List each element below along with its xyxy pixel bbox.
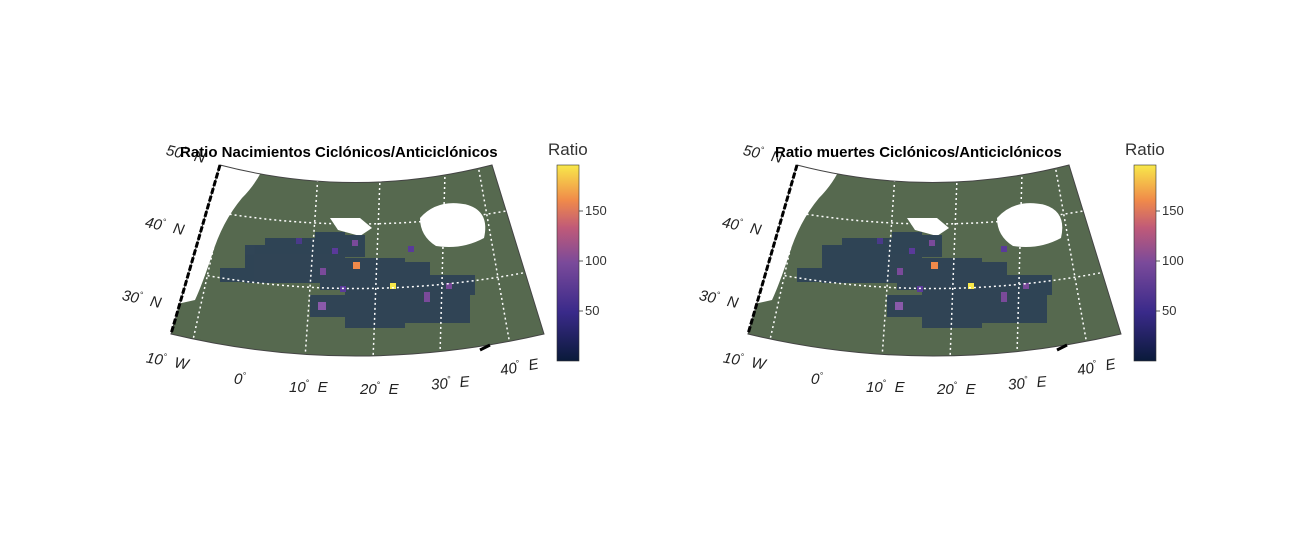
colorbar-tick-label: 50: [1162, 303, 1177, 318]
frame-corner: [1056, 343, 1068, 352]
sea-cells: [797, 232, 1052, 328]
lon-label: 30° E: [1007, 373, 1048, 394]
colorbar-tick-label: 100: [1162, 253, 1184, 268]
lon-label: 30° E: [430, 373, 471, 394]
adriatic-sea: [330, 218, 372, 236]
lon-label: 10° E: [866, 378, 905, 396]
lon-label: 10° E: [289, 378, 328, 396]
colorbar-tick-label: 100: [585, 253, 607, 268]
frame-corner: [479, 343, 491, 352]
colorbar-title: Ratio: [548, 140, 588, 159]
frame-edge: [169, 164, 222, 335]
panel-title: Ratio Nacimientos Ciclónicos/Anticiclóni…: [180, 144, 498, 161]
colorbar: [1133, 164, 1157, 362]
map-panel-deaths: Ratio muertes Ciclónicos/Anticiclónicos …: [577, 0, 1233, 547]
map-panel-births: Ratio Nacimientos Ciclónicos/Anticiclóni…: [121, 140, 607, 398]
colorbar-title: Ratio: [1125, 140, 1165, 159]
colorbar-ticks: [1156, 210, 1160, 312]
colorbar: [556, 164, 580, 362]
colorbar-tick-label: 150: [1162, 203, 1184, 218]
map-area: [171, 165, 544, 356]
graticule: [764, 165, 1106, 356]
map-frame: [747, 164, 1122, 357]
panel-title: Ratio muertes Ciclónicos/Anticiclónicos: [775, 144, 1062, 161]
map-frame: [170, 164, 545, 357]
colorbar-tick-label: 50: [585, 303, 600, 318]
adriatic-sea: [907, 218, 949, 236]
black-sea: [997, 203, 1063, 247]
lon-label: 20° E: [937, 380, 976, 398]
colorbar-ticks: [579, 210, 583, 312]
colorbar-tick-label: 150: [585, 203, 607, 218]
map-axes: [169, 164, 583, 362]
map-axes: [746, 164, 1160, 362]
sea-cells: [220, 232, 475, 328]
graticule: [187, 165, 529, 356]
map-area: [748, 165, 1121, 356]
lon-label: 0°: [233, 370, 247, 389]
frame-edge: [746, 164, 799, 335]
lon-label: 0°: [810, 370, 824, 389]
black-sea: [420, 203, 486, 247]
lon-label: 20° E: [360, 380, 399, 398]
